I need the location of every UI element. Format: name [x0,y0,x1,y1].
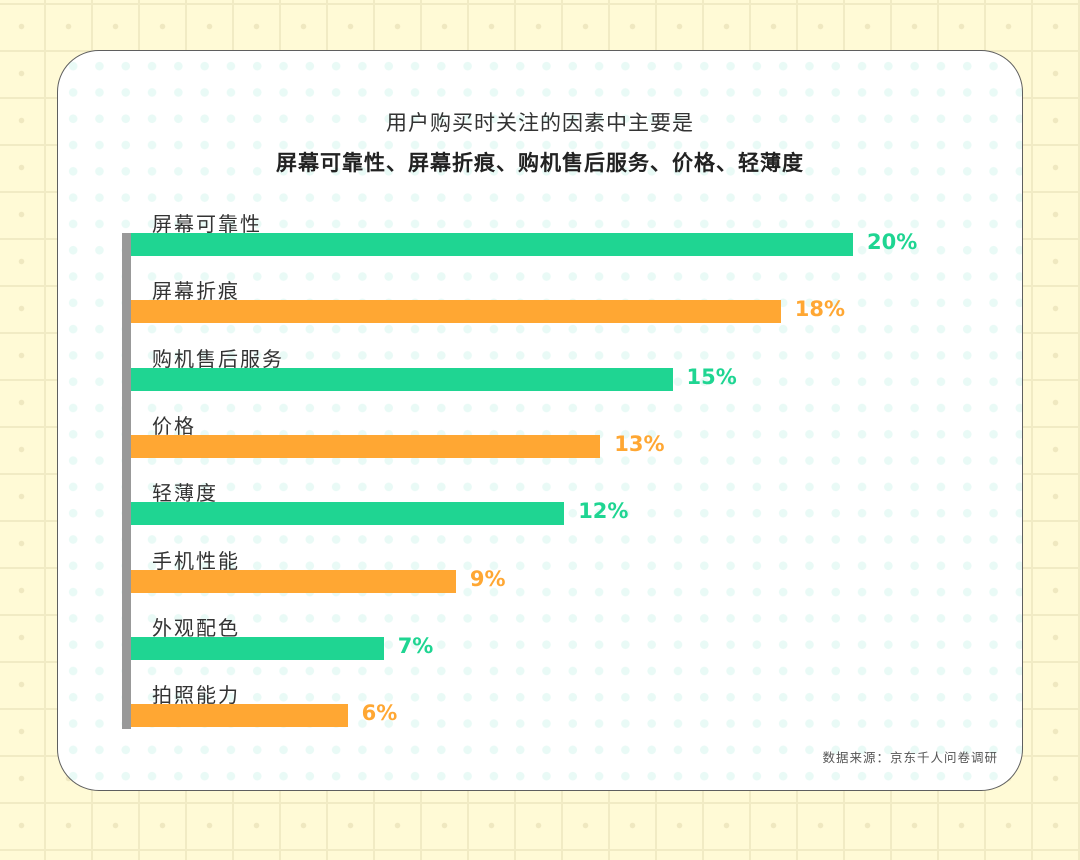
bar-value-label: 9% [469,566,506,591]
bar [131,636,384,660]
bar-label: 购机售后服务 [152,346,284,371]
bar [131,434,601,458]
bar [131,367,673,391]
bar-label: 价格 [152,413,196,438]
bar-label: 屏幕可靠性 [152,212,262,236]
chart-title: 用户购买时关注的因素中主要是 [386,111,694,135]
chart-card: 用户购买时关注的因素中主要是 屏幕可靠性、屏幕折痕、购机售后服务、价格、轻薄度 … [57,50,1023,791]
data-source-note: 数据来源：京东千人问卷调研 [822,750,998,765]
bar-label: 轻薄度 [152,481,218,506]
bar [131,233,853,256]
bar [131,502,565,526]
bar-row: 屏幕折痕 18% [131,275,991,345]
bar-label: 手机性能 [152,548,240,573]
bar-row: 外观配色 7% [131,612,991,682]
chart-subtitle: 屏幕可靠性、屏幕折痕、购机售后服务、价格、轻薄度 [276,151,804,175]
bar-label: 屏幕折痕 [152,279,240,304]
bar-row: 屏幕可靠性 20% [131,208,991,278]
bar [131,704,348,728]
bar-value-label: 7% [397,633,434,658]
bar-value-label: 20% [867,230,918,254]
bar-row: 购机售后服务 15% [131,343,991,413]
bar-value-label: 12% [578,499,629,524]
bar-row: 手机性能 9% [131,545,991,615]
bar [131,300,781,324]
bar-value-label: 13% [614,431,665,456]
bar-label: 拍照能力 [152,683,240,708]
bar-label: 外观配色 [152,615,240,640]
bar-row: 轻薄度 12% [131,477,991,547]
bar-value-label: 18% [794,297,846,322]
bar-value-label: 6% [361,701,398,726]
bar [131,569,456,593]
bar-value-label: 15% [686,364,737,389]
y-axis-line [122,233,131,729]
bar-row: 拍照能力 6% [131,679,991,749]
bar-row: 价格 13% [131,410,991,480]
